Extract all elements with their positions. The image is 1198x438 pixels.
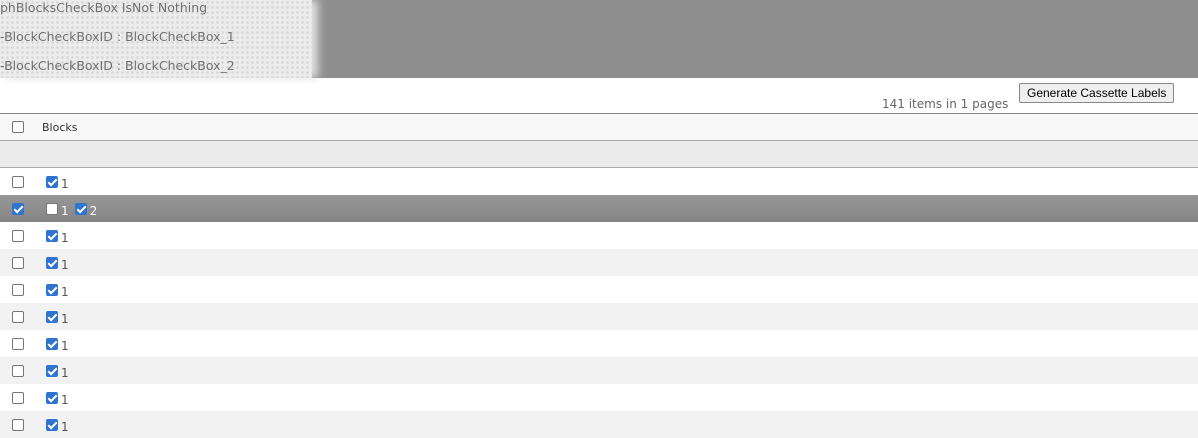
block-label: 1 <box>61 393 69 407</box>
blocks-cell: 1 <box>46 338 69 353</box>
block-checkbox-item[interactable]: 2 <box>74 203 98 218</box>
block-label: 1 <box>61 204 69 218</box>
table-row[interactable]: 1 <box>0 357 1198 384</box>
blocks-cell: 1 <box>46 419 69 434</box>
row-select-checkbox[interactable] <box>12 311 24 323</box>
table-row[interactable]: 1 <box>0 303 1198 330</box>
block-checkbox-item[interactable]: 1 <box>46 230 69 245</box>
block-label: 1 <box>61 258 69 272</box>
row-select-checkbox[interactable] <box>12 419 24 431</box>
debug-line: -BlockCheckBoxID : BlockCheckBox_2 <box>0 58 235 73</box>
row-select-checkbox[interactable] <box>12 230 24 242</box>
block-label: 1 <box>61 366 69 380</box>
block-checkbox-item[interactable]: 1 <box>46 257 69 272</box>
block-checkbox[interactable] <box>46 257 58 269</box>
filter-row <box>0 141 1198 168</box>
block-checkbox-item[interactable]: 1 <box>46 338 69 353</box>
block-checkbox[interactable] <box>74 203 87 215</box>
table-row[interactable]: 1 <box>0 384 1198 411</box>
debug-line: phBlocksCheckBox IsNot Nothing <box>0 0 208 15</box>
pager-info: 141 items in 1 pages <box>882 97 1009 111</box>
row-select-checkbox[interactable] <box>12 365 24 377</box>
column-header-blocks[interactable]: Blocks <box>42 121 78 134</box>
table-row[interactable]: 1 <box>0 411 1198 438</box>
blocks-cell: 1 <box>46 392 69 407</box>
table-row[interactable]: 1 <box>0 249 1198 276</box>
generate-cassette-labels-button[interactable]: Generate Cassette Labels <box>1019 83 1175 103</box>
block-checkbox[interactable] <box>46 311 58 323</box>
block-checkbox[interactable] <box>46 338 58 350</box>
debug-panel: phBlocksCheckBox IsNot Nothing -BlockChe… <box>0 0 312 78</box>
block-checkbox-item[interactable]: 1 <box>46 284 69 299</box>
block-label: 1 <box>61 285 69 299</box>
block-checkbox-item[interactable]: 1 <box>46 392 69 407</box>
row-select-checkbox[interactable] <box>12 284 24 296</box>
block-checkbox[interactable] <box>46 392 58 404</box>
blocks-cell: 1 <box>46 311 69 326</box>
table-row[interactable]: 1 <box>0 276 1198 303</box>
block-label: 1 <box>61 420 69 434</box>
block-checkbox-item[interactable]: 1 <box>46 176 69 191</box>
grid-header: Blocks <box>0 113 1198 141</box>
blocks-cell: 1 <box>46 284 69 299</box>
block-checkbox[interactable] <box>46 419 58 431</box>
block-checkbox-item[interactable]: 1 <box>46 365 69 380</box>
blocks-cell: 1 <box>46 230 69 245</box>
block-checkbox-item[interactable]: 1 <box>46 419 69 434</box>
block-checkbox[interactable] <box>46 176 58 188</box>
row-select-checkbox[interactable] <box>12 203 24 215</box>
block-label: 1 <box>61 177 69 191</box>
row-select-checkbox[interactable] <box>12 338 24 350</box>
blocks-cell: 1 <box>46 365 69 380</box>
header-banner: phBlocksCheckBox IsNot Nothing -BlockChe… <box>0 0 1198 78</box>
debug-line: -BlockCheckBoxID : BlockCheckBox_1 <box>0 29 235 44</box>
row-select-checkbox[interactable] <box>12 257 24 269</box>
block-checkbox[interactable] <box>46 203 58 215</box>
block-label: 1 <box>61 231 69 245</box>
select-all-checkbox[interactable] <box>12 121 24 133</box>
blocks-cell: 1 <box>46 257 69 272</box>
blocks-cell: 1 <box>46 176 69 191</box>
block-checkbox-item[interactable]: 1 <box>46 311 69 326</box>
block-label: 2 <box>89 204 98 218</box>
block-label: 1 <box>61 339 69 353</box>
block-checkbox[interactable] <box>46 365 58 377</box>
row-select-checkbox[interactable] <box>12 176 24 188</box>
table-row[interactable]: 1 <box>0 168 1198 195</box>
block-label: 1 <box>61 312 69 326</box>
block-checkbox-item[interactable]: 1 <box>46 203 69 218</box>
table-row[interactable]: 1 <box>0 330 1198 357</box>
row-select-checkbox[interactable] <box>12 392 24 404</box>
block-checkbox[interactable] <box>46 230 58 242</box>
table-row[interactable]: 1 <box>0 222 1198 249</box>
block-checkbox[interactable] <box>46 284 58 296</box>
